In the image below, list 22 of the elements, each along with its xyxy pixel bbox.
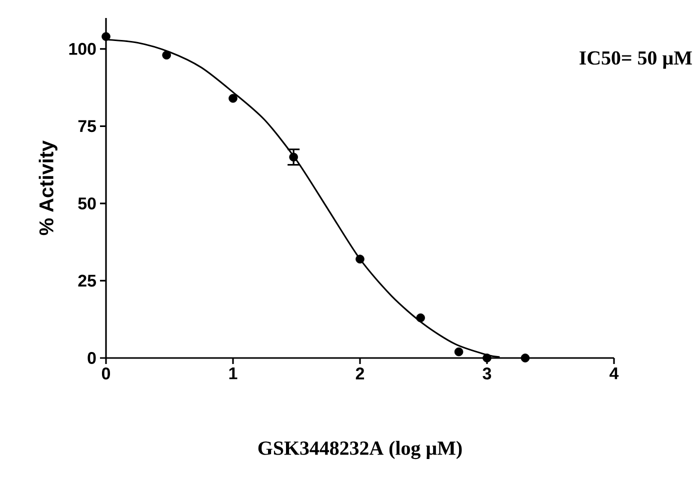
x-tick-label: 4 [610, 368, 619, 380]
point [102, 32, 110, 41]
point [289, 152, 298, 162]
y-tick-label: 75 [78, 120, 96, 132]
x-tick-label: 1 [229, 368, 238, 380]
x-tick-label: 3 [482, 368, 492, 380]
x-axis-title: GSK3448232A (log µM) [258, 440, 462, 460]
point [482, 354, 492, 362]
y-axis-title: % Activity [38, 140, 58, 236]
y-tick-label: 25 [78, 274, 96, 287]
point [454, 347, 464, 356]
point [228, 94, 238, 103]
x-tick-label: 2 [356, 368, 364, 380]
point [416, 313, 425, 322]
annotation: IC50= 50 µM [580, 51, 692, 69]
point [520, 354, 530, 362]
point [162, 50, 171, 60]
y-tick-label: 50 [78, 197, 96, 210]
y-tick-label: 0 [88, 352, 96, 364]
point [356, 254, 364, 264]
y-tick-label: 100 [69, 42, 96, 55]
x-tick-label: 0 [102, 368, 110, 380]
